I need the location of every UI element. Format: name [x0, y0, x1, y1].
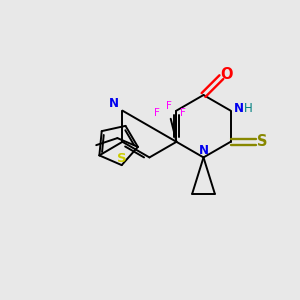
Text: S: S: [257, 134, 268, 149]
Text: H: H: [244, 102, 253, 115]
Text: F: F: [154, 108, 160, 118]
Text: N: N: [109, 97, 119, 110]
Text: O: O: [220, 67, 233, 82]
Text: N: N: [199, 143, 208, 157]
Text: F: F: [166, 101, 172, 111]
Text: S: S: [117, 152, 127, 165]
Text: N: N: [234, 102, 244, 115]
Text: F: F: [180, 108, 186, 118]
